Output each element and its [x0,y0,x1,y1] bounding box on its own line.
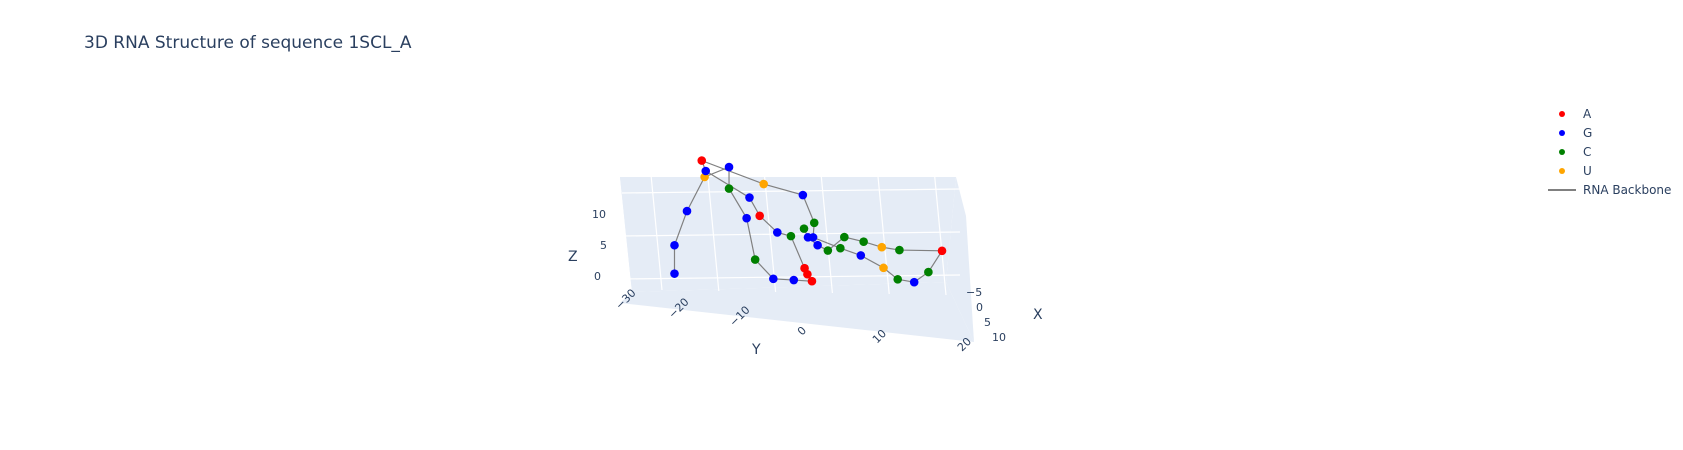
residue-point-G [670,269,679,278]
residue-point-G [773,228,782,237]
legend-line-icon [1544,180,1580,199]
residue-point-C [836,243,845,253]
x-tick-label: 5 [984,316,991,329]
residue-point-C [823,246,833,255]
legend: A G C U RNA Backbone [1544,104,1671,199]
legend-dot-icon [1544,104,1580,123]
residue-point-G [701,166,711,176]
residue-point-A [800,263,809,273]
legend-dot-icon [1544,123,1580,142]
residue-point-C [859,237,868,247]
y-axis-title: Y [751,342,761,358]
legend-dot-icon [1544,161,1580,180]
grid-line-y [876,168,890,295]
residue-point-G [682,206,692,216]
residue-point-U [879,263,888,273]
x-axis-title: X [1033,307,1043,323]
legend-item[interactable]: C [1544,142,1671,161]
residue-point-A [755,211,764,221]
residue-point-C [799,224,809,233]
residue-point-C [724,184,734,193]
residue-point-G [813,240,822,250]
residue-point-C [750,255,760,264]
residue-point-G [745,193,754,202]
chart-title: 3D RNA Structure of sequence 1SCL_A [84,33,412,53]
z-tick-label: 10 [592,208,606,221]
residue-point-G [909,277,919,287]
residue-point-G [742,213,751,223]
z-axis-title: Z [568,249,578,265]
residue-point-C [893,274,903,284]
legend-label: G [1583,125,1593,140]
legend-label: C [1583,144,1592,159]
residue-point-A [807,276,817,286]
z-tick-label: 5 [600,239,607,252]
residue-point-U [759,179,768,189]
residue-point-G [798,190,808,200]
residue-point-G [856,251,866,260]
x-tick-label: −5 [966,286,982,299]
residue-point-C [840,232,849,242]
residue-point-C [786,231,796,241]
y-tick-label: 0 [795,324,809,338]
legend-label: RNA Backbone [1583,182,1672,197]
legend-label: U [1583,163,1592,178]
residue-point-G [724,162,734,172]
residue-point-A [697,156,707,165]
legend-item[interactable]: A [1544,104,1671,123]
x-tick-label: 0 [976,301,983,314]
floor-plane [620,282,974,342]
legend-item[interactable]: U [1544,161,1671,180]
residue-point-C [895,245,904,255]
grid-line-y [819,167,833,294]
right-wall-plane [946,177,974,342]
residue-point-C [809,218,819,228]
residue-point-C [924,267,933,277]
x-tick-label: 10 [992,331,1006,344]
legend-item[interactable]: RNA Backbone [1544,180,1671,199]
residue-point-U [877,242,887,252]
legend-label: A [1583,106,1592,121]
z-tick-label: 0 [594,270,601,283]
residue-point-G [670,240,679,250]
residue-markers [670,156,947,287]
grid-line-y [706,165,720,292]
legend-dot-icon [1544,142,1580,161]
residue-point-G [789,275,799,285]
grid-line-y [649,164,663,291]
residue-point-G [803,232,813,242]
residue-point-A [937,246,947,256]
grid-line-z [621,188,961,194]
residue-point-G [769,274,778,284]
legend-item[interactable]: G [1544,123,1671,142]
